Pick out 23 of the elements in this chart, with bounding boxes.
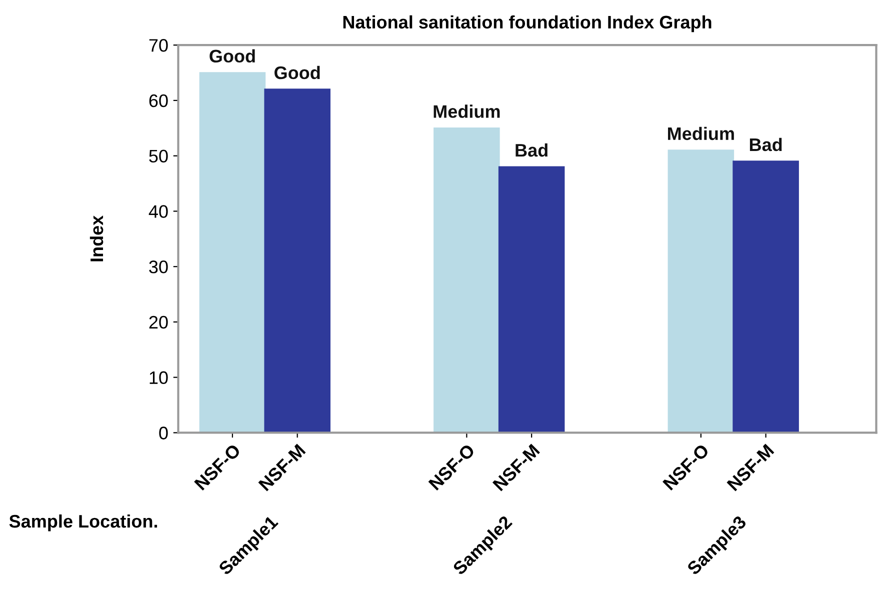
data-label: Bad [516,143,548,157]
bar [434,127,500,433]
data-label: Good [274,66,320,80]
x-axis-title: Sample Location. [9,514,158,532]
y-tick-label: 70 [149,39,168,52]
data-label: Medium [668,126,734,140]
y-tick-label: 50 [149,150,168,163]
y-tick-label: 0 [159,426,168,440]
bar [498,166,565,433]
data-label: Good [210,49,255,63]
y-tick-label: 20 [149,316,168,329]
y-tick-label: 40 [148,205,168,218]
bar [199,72,266,433]
data-label: Medium [434,104,500,118]
bar [668,150,734,433]
chart-title: National sanitation foundation Index Graph [343,15,712,32]
bar [264,88,330,433]
data-label: Bad [750,138,782,152]
y-tick-label: 60 [149,94,168,108]
y-tick-label: 10 [150,371,168,384]
bar [732,160,799,433]
y-axis-title: Index [90,215,104,262]
y-tick-label: 30 [149,260,168,274]
